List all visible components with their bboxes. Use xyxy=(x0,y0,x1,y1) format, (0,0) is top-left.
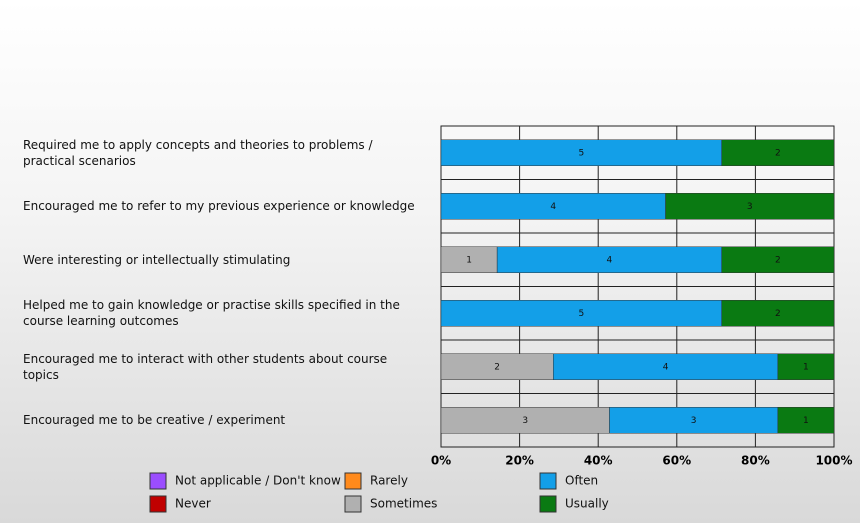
data-label: 5 xyxy=(578,148,584,158)
data-label: 2 xyxy=(775,255,781,265)
x-tick-label: 80% xyxy=(741,454,770,468)
category-label: Encouraged me to interact with other stu… xyxy=(23,351,388,382)
category-label: Encouraged me to refer to my previous ex… xyxy=(23,199,415,214)
bar-segment xyxy=(777,407,835,434)
bar-segment xyxy=(721,246,835,273)
data-label: 4 xyxy=(663,362,669,372)
x-tick-label: 60% xyxy=(662,454,691,468)
legend-label: Often xyxy=(565,474,598,488)
x-tick-label: 40% xyxy=(584,454,613,468)
data-label: 5 xyxy=(578,309,584,319)
legend-swatch xyxy=(539,495,557,513)
bar-segment xyxy=(665,193,835,220)
data-label: 1 xyxy=(466,255,472,265)
data-label: 2 xyxy=(494,362,500,372)
bar-segment xyxy=(496,246,722,273)
data-label: 3 xyxy=(747,202,753,212)
bar-segment xyxy=(440,407,610,434)
legend-label: Not applicable / Don't know xyxy=(175,474,341,488)
bar-segment xyxy=(721,300,835,327)
data-label: 3 xyxy=(691,416,697,426)
bar-segment xyxy=(440,300,722,327)
bar-segment xyxy=(777,353,835,380)
data-label: 2 xyxy=(775,309,781,319)
legend-swatch xyxy=(344,495,362,513)
legend-label: Usually xyxy=(565,497,609,511)
legend-label: Never xyxy=(175,497,211,511)
data-label: 4 xyxy=(550,202,556,212)
bar-segment xyxy=(440,353,554,380)
x-tick-label: 100% xyxy=(815,454,852,468)
x-tick-label: 0% xyxy=(431,454,451,468)
bar-segment xyxy=(721,139,835,166)
data-label: 4 xyxy=(607,255,613,265)
x-tick-label: 20% xyxy=(505,454,534,468)
category-label: Required me to apply concepts and theori… xyxy=(23,137,373,168)
data-label: 3 xyxy=(522,416,528,426)
data-label: 1 xyxy=(803,416,809,426)
bar-segment xyxy=(440,193,666,220)
category-label: Were interesting or intellectually stimu… xyxy=(23,252,291,267)
legend-label: Rarely xyxy=(370,474,408,488)
bar-segment xyxy=(440,246,498,273)
legend-swatch xyxy=(344,472,362,490)
legend-swatch xyxy=(149,495,167,513)
data-label: 1 xyxy=(803,362,809,372)
data-label: 2 xyxy=(775,148,781,158)
legend-swatch xyxy=(149,472,167,490)
bar-segment xyxy=(440,139,722,166)
legend-swatch xyxy=(539,472,557,490)
category-label: Encouraged me to be creative / experimen… xyxy=(23,413,286,428)
bar-segment xyxy=(609,407,779,434)
category-label: Helped me to gain knowledge or practise … xyxy=(23,298,400,329)
legend-label: Sometimes xyxy=(370,497,437,511)
